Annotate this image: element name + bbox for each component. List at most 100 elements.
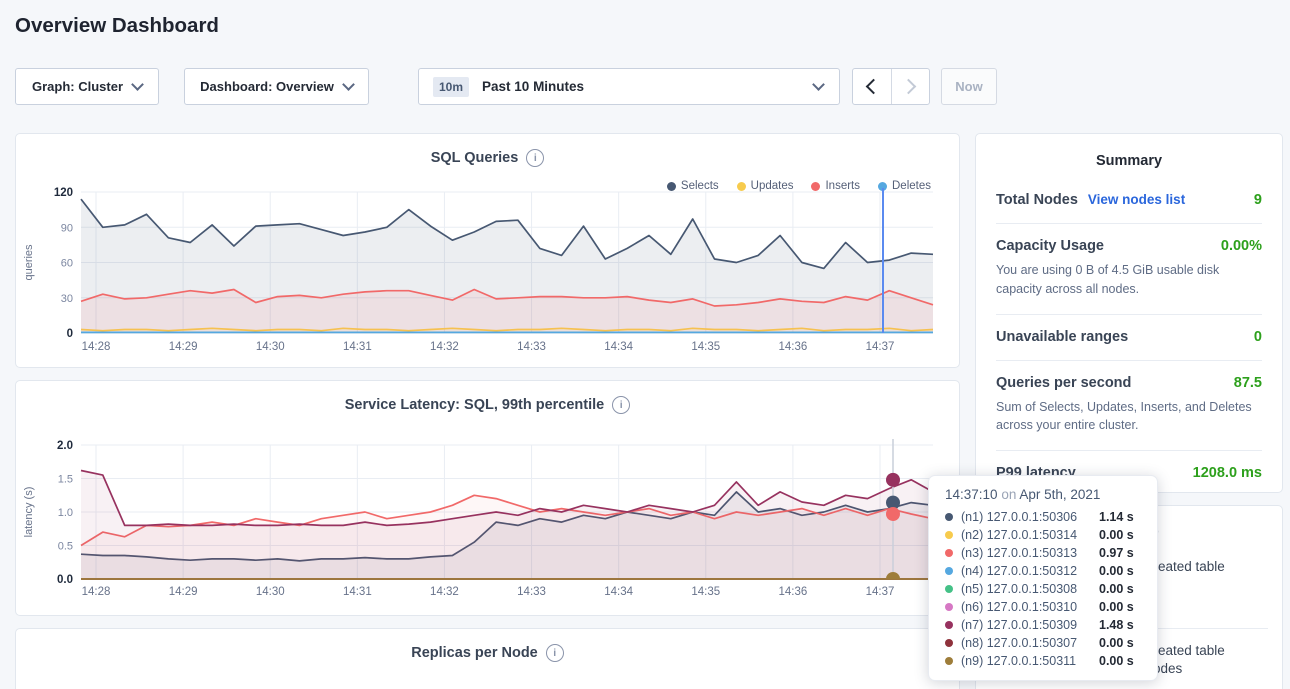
tooltip-row: (n3) 127.0.0.1:503130.97 s [945, 544, 1157, 562]
node-color-dot-icon [945, 657, 953, 665]
svg-text:14:31: 14:31 [343, 586, 372, 598]
summary-row: Queries per second 87.5 Sum of Selects, Up… [996, 360, 1262, 451]
node-color-dot-icon [945, 639, 953, 647]
info-icon[interactable]: i [526, 149, 544, 167]
chevron-down-icon [342, 78, 355, 91]
sql-queries-card: SQL Queries i SelectsUpdatesInsertsDelet… [15, 133, 960, 368]
tooltip-time: 14:37:10 [945, 487, 998, 502]
summary-row-subtext: Sum of Selects, Updates, Inserts, and De… [996, 398, 1262, 436]
summary-row-value: 0 [1254, 329, 1262, 345]
svg-text:1.5: 1.5 [58, 474, 73, 486]
svg-text:14:30: 14:30 [256, 586, 285, 598]
node-color-dot-icon [945, 531, 953, 539]
replicas-per-node-card: Replicas per Node i [15, 628, 960, 689]
svg-text:14:28: 14:28 [82, 586, 111, 598]
svg-text:14:36: 14:36 [778, 341, 807, 353]
svg-text:14:33: 14:33 [517, 586, 546, 598]
svg-text:latency (s): latency (s) [23, 487, 35, 538]
now-button[interactable]: Now [941, 68, 997, 105]
svg-text:14:29: 14:29 [169, 586, 198, 598]
replicas-chart-title: Replicas per Node [411, 645, 538, 661]
summary-title: Summary [976, 134, 1282, 178]
dashboard-dropdown-label: Dashboard: Overview [200, 79, 334, 94]
tooltip-row: (n5) 127.0.0.1:503080.00 s [945, 580, 1157, 598]
time-range-dropdown[interactable]: 10m Past 10 Minutes [418, 68, 840, 105]
svg-text:14:28: 14:28 [82, 341, 111, 353]
service-latency-card: Service Latency: SQL, 99th percentile i … [15, 380, 960, 616]
summary-row-value: 0.00% [1221, 238, 1262, 254]
summary-row-value: 1208.0 ms [1193, 465, 1262, 481]
summary-row-value: 9 [1254, 192, 1262, 208]
chevron-left-icon [865, 79, 881, 95]
event-text-fragment: eated table [1158, 643, 1225, 658]
tooltip-date: Apr 5th, 2021 [1019, 487, 1100, 502]
summary-row-value: 87.5 [1234, 375, 1262, 391]
sql-queries-chart[interactable]: 14:28 14:29 14:30 14:31 14:32 14:33 14:34 14:35… [18, 184, 959, 366]
node-color-dot-icon [945, 513, 953, 521]
svg-text:14:37: 14:37 [866, 586, 895, 598]
chevron-down-icon [812, 78, 825, 91]
graph-dropdown-label: Graph: Cluster [32, 79, 123, 94]
node-color-dot-icon [945, 621, 953, 629]
tooltip-row: (n1) 127.0.0.1:503061.14 s [945, 508, 1157, 526]
summary-row: Capacity Usage 0.00% You are using 0 B of … [996, 223, 1262, 314]
svg-text:2.0: 2.0 [57, 440, 73, 452]
overview-dashboard-page: Overview Dashboard Graph: Cluster Dashbo… [0, 0, 1290, 689]
graph-dropdown[interactable]: Graph: Cluster [15, 68, 159, 105]
svg-text:120: 120 [54, 187, 73, 199]
chevron-right-icon [901, 79, 917, 95]
dashboard-dropdown[interactable]: Dashboard: Overview [184, 68, 369, 105]
svg-text:14:31: 14:31 [343, 341, 372, 353]
svg-text:14:32: 14:32 [430, 586, 459, 598]
node-color-dot-icon [945, 567, 953, 575]
tooltip-row: (n8) 127.0.0.1:503070.00 s [945, 634, 1157, 652]
view-nodes-link[interactable]: View nodes list [1088, 192, 1185, 207]
svg-text:14:37: 14:37 [866, 341, 895, 353]
summary-card: Summary Total Nodes View nodes list 9 Capac… [975, 133, 1283, 493]
info-icon[interactable]: i [612, 396, 630, 414]
tooltip-row: (n7) 127.0.0.1:503091.48 s [945, 616, 1157, 634]
tooltip-rows: (n1) 127.0.0.1:503061.14 s(n2) 127.0.0.1… [945, 508, 1157, 670]
summary-row: Total Nodes View nodes list 9 [996, 178, 1262, 223]
svg-text:14:36: 14:36 [778, 586, 807, 598]
time-range-badge: 10m [433, 77, 469, 97]
time-pager [852, 68, 930, 105]
event-text-fragment: eated table [1158, 559, 1225, 574]
summary-body: Total Nodes View nodes list 9 Capacity Usag… [976, 178, 1282, 496]
time-range-label: Past 10 Minutes [482, 79, 584, 94]
svg-text:14:35: 14:35 [691, 586, 720, 598]
service-latency-chart-title: Service Latency: SQL, 99th percentile [345, 397, 605, 413]
prev-range-button[interactable] [853, 69, 891, 104]
service-latency-chart[interactable]: 14:2814:2914:3014:3114:3214:3314:3414:35… [18, 431, 959, 611]
svg-text:0.5: 0.5 [58, 541, 73, 553]
tooltip-row: (n2) 127.0.0.1:503140.00 s [945, 526, 1157, 544]
tooltip-row: (n9) 127.0.0.1:503110.00 s [945, 652, 1157, 670]
svg-text:queries: queries [23, 244, 35, 281]
page-title: Overview Dashboard [15, 14, 219, 38]
next-range-button[interactable] [891, 69, 930, 104]
summary-row-label: Total Nodes [996, 192, 1078, 208]
summary-row-label: Queries per second [996, 375, 1131, 391]
svg-text:60: 60 [61, 258, 73, 270]
svg-text:1.0: 1.0 [58, 507, 73, 519]
svg-text:14:35: 14:35 [691, 341, 720, 353]
svg-text:90: 90 [61, 222, 73, 234]
sql-queries-chart-title: SQL Queries [431, 150, 519, 166]
summary-row-subtext: You are using 0 B of 4.5 GiB usable disk… [996, 261, 1262, 299]
tooltip-row: (n4) 127.0.0.1:503120.00 s [945, 562, 1157, 580]
node-color-dot-icon [945, 603, 953, 611]
tooltip-row: (n6) 127.0.0.1:503100.00 s [945, 598, 1157, 616]
summary-row-label: Capacity Usage [996, 238, 1104, 254]
svg-text:14:29: 14:29 [169, 341, 198, 353]
svg-text:14:30: 14:30 [256, 341, 285, 353]
info-icon[interactable]: i [546, 644, 564, 662]
svg-text:14:32: 14:32 [430, 341, 459, 353]
summary-row-label: Unavailable ranges [996, 329, 1128, 345]
svg-text:0.0: 0.0 [57, 574, 73, 586]
tooltip-conjunction: on [1001, 487, 1016, 502]
svg-text:14:33: 14:33 [517, 341, 546, 353]
node-color-dot-icon [945, 585, 953, 593]
chart-hover-tooltip: 14:37:10 on Apr 5th, 2021 (n1) 127.0.0.1… [928, 475, 1158, 681]
tooltip-header: 14:37:10 on Apr 5th, 2021 [945, 487, 1157, 502]
svg-text:14:34: 14:34 [604, 341, 633, 353]
